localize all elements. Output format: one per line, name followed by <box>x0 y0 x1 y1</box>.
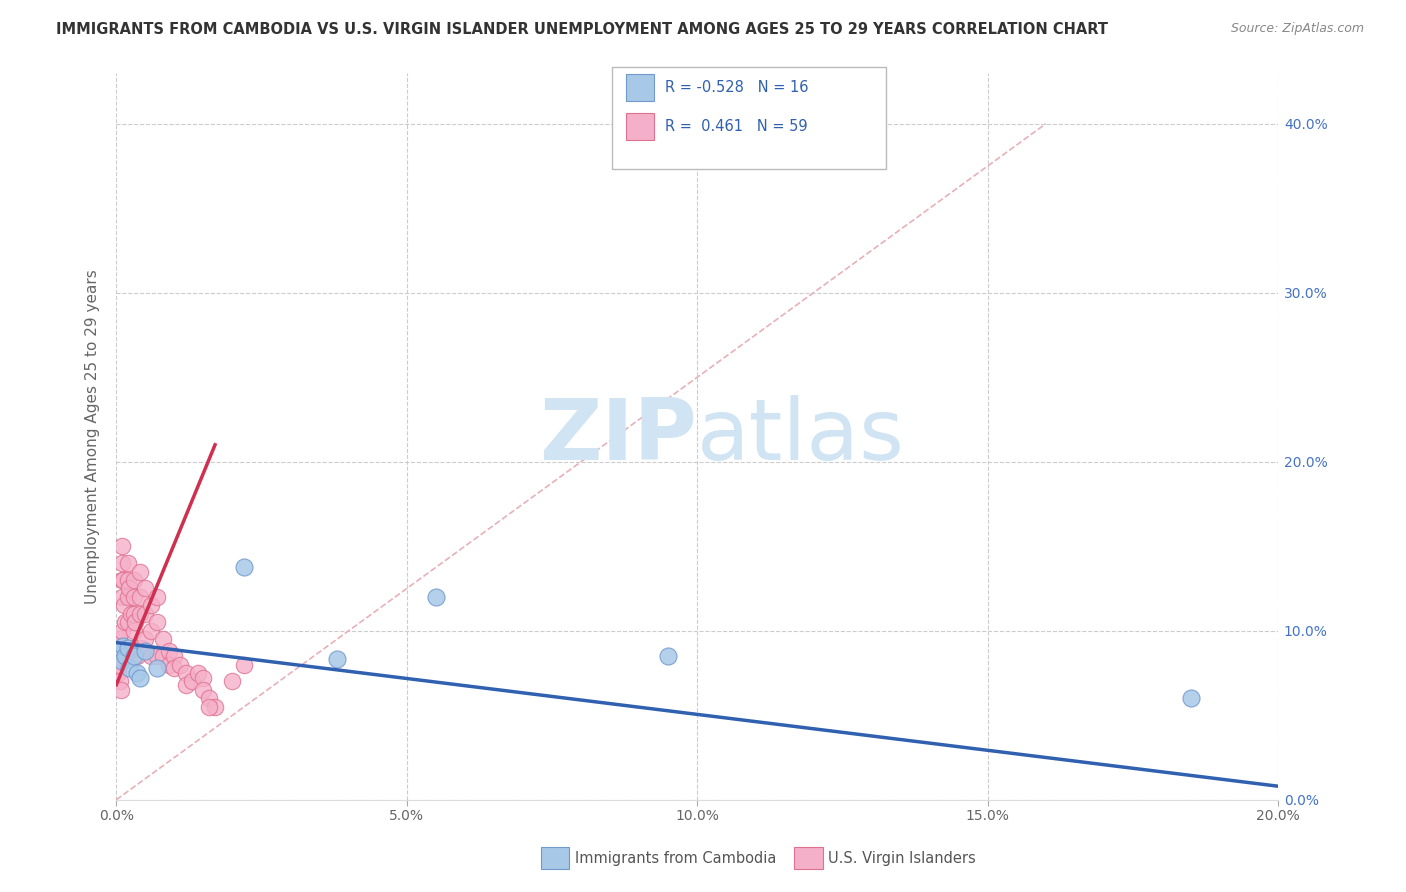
Point <box>117 615 139 630</box>
Point <box>112 599 135 613</box>
Point <box>125 649 148 664</box>
Point <box>122 624 145 638</box>
Point <box>134 582 156 596</box>
Point <box>146 661 169 675</box>
Point <box>134 644 156 658</box>
Text: Immigrants from Cambodia: Immigrants from Cambodia <box>575 851 776 865</box>
Point <box>128 590 150 604</box>
Point <box>233 657 256 672</box>
Point <box>152 632 174 647</box>
Text: IMMIGRANTS FROM CAMBODIA VS U.S. VIRGIN ISLANDER UNEMPLOYMENT AMONG AGES 25 TO 2: IMMIGRANTS FROM CAMBODIA VS U.S. VIRGIN … <box>56 22 1108 37</box>
Point <box>118 582 141 596</box>
Point <box>174 665 197 680</box>
Point <box>128 671 150 685</box>
Point <box>122 573 145 587</box>
Text: R = -0.528   N = 16: R = -0.528 N = 16 <box>665 80 808 95</box>
Point <box>157 657 180 672</box>
Point <box>111 590 134 604</box>
Point <box>122 590 145 604</box>
Point <box>128 607 150 621</box>
Text: Source: ZipAtlas.com: Source: ZipAtlas.com <box>1230 22 1364 36</box>
Point <box>139 624 162 638</box>
Point <box>117 590 139 604</box>
Point <box>122 607 145 621</box>
Point <box>117 640 139 655</box>
Point <box>146 615 169 630</box>
Text: atlas: atlas <box>697 395 905 478</box>
Text: U.S. Virgin Islanders: U.S. Virgin Islanders <box>828 851 976 865</box>
Point <box>114 640 136 655</box>
Point <box>111 654 134 668</box>
Point <box>120 607 142 621</box>
Point <box>114 649 136 664</box>
Point <box>117 556 139 570</box>
Point <box>174 678 197 692</box>
Point <box>233 559 256 574</box>
Point <box>110 682 132 697</box>
Point <box>187 665 209 680</box>
Text: ZIP: ZIP <box>540 395 697 478</box>
Point <box>111 539 134 553</box>
Point <box>108 674 131 689</box>
Point <box>122 640 145 655</box>
Point <box>111 556 134 570</box>
Point <box>146 590 169 604</box>
Point <box>221 674 243 689</box>
Point <box>117 573 139 587</box>
Point <box>152 649 174 664</box>
Point <box>112 573 135 587</box>
Point <box>163 661 186 675</box>
Point <box>193 671 215 685</box>
Point <box>193 682 215 697</box>
Point <box>110 644 132 658</box>
Point <box>326 652 349 666</box>
Point <box>112 639 135 653</box>
Point <box>114 615 136 630</box>
Point <box>134 607 156 621</box>
Point <box>1180 691 1202 706</box>
Point <box>128 565 150 579</box>
Point <box>111 624 134 638</box>
Y-axis label: Unemployment Among Ages 25 to 29 years: Unemployment Among Ages 25 to 29 years <box>86 269 100 604</box>
Point <box>198 699 221 714</box>
Point <box>139 599 162 613</box>
Point <box>108 632 131 647</box>
Point <box>134 632 156 647</box>
Point <box>108 657 131 672</box>
Point <box>163 649 186 664</box>
Point <box>118 661 141 675</box>
Point <box>146 649 169 664</box>
Point <box>169 657 191 672</box>
Point <box>657 649 679 664</box>
Point <box>198 691 221 706</box>
Point <box>129 640 152 655</box>
Point <box>111 573 134 587</box>
Point <box>425 590 447 604</box>
Point <box>139 649 162 664</box>
Point <box>125 665 148 680</box>
Point <box>122 649 145 664</box>
Point <box>180 674 202 689</box>
Point <box>204 699 226 714</box>
Point <box>124 615 146 630</box>
Point <box>107 665 129 680</box>
Text: R =  0.461   N = 59: R = 0.461 N = 59 <box>665 120 807 134</box>
Point <box>157 644 180 658</box>
